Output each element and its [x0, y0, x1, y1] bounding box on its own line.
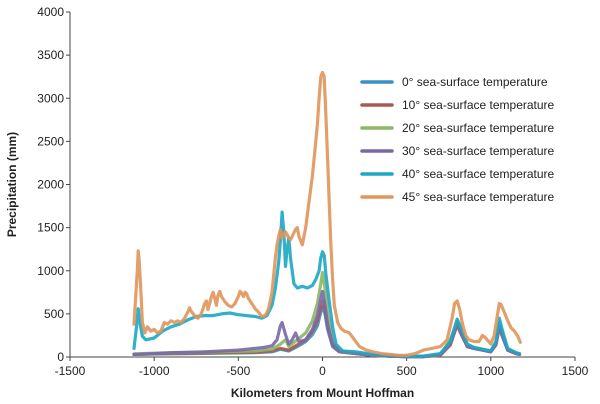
legend-label: 20° sea-surface temperature: [402, 121, 555, 135]
x-axis-label: Kilometers from Mount Hoffman: [231, 386, 414, 400]
y-tick-label: 3000: [37, 91, 64, 105]
y-tick-label: 3500: [37, 48, 64, 62]
x-tick-label: -1500: [55, 364, 86, 378]
series-line-4: [132, 210, 522, 358]
x-tick-label: -500: [226, 364, 250, 378]
series-line-5: [132, 70, 522, 357]
y-tick-label: 500: [44, 307, 64, 321]
y-axis-label: Precipitation (mm): [5, 132, 19, 237]
x-tick-label: 1500: [562, 364, 589, 378]
legend-label: 30° sea-surface temperature: [402, 144, 555, 158]
y-tick-label: 2500: [37, 134, 64, 148]
y-tick-label: 0: [57, 350, 64, 364]
x-tick-label: 1000: [477, 364, 504, 378]
x-tick-label: -1000: [139, 364, 170, 378]
x-tick-label: 500: [397, 364, 417, 378]
x-tick-label: 0: [319, 364, 326, 378]
series-layer: [132, 70, 522, 359]
y-tick-label: 2000: [37, 178, 64, 192]
y-tick-label: 4000: [37, 5, 64, 19]
y-tick-label: 1500: [37, 221, 64, 235]
legend-label: 0° sea-surface temperature: [402, 75, 548, 89]
legend-label: 40° sea-surface temperature: [402, 167, 555, 181]
legend-label: 10° sea-surface temperature: [402, 98, 555, 112]
legend: 0° sea-surface temperature 10° sea-surfac…: [360, 75, 555, 204]
legend-label: 45° sea-surface temperature: [402, 190, 555, 204]
axes: 0 500 1000 1500 2000 2500 3000 3500 4000 -1500 -10…: [37, 5, 588, 378]
y-tick-label: 1000: [37, 264, 64, 278]
